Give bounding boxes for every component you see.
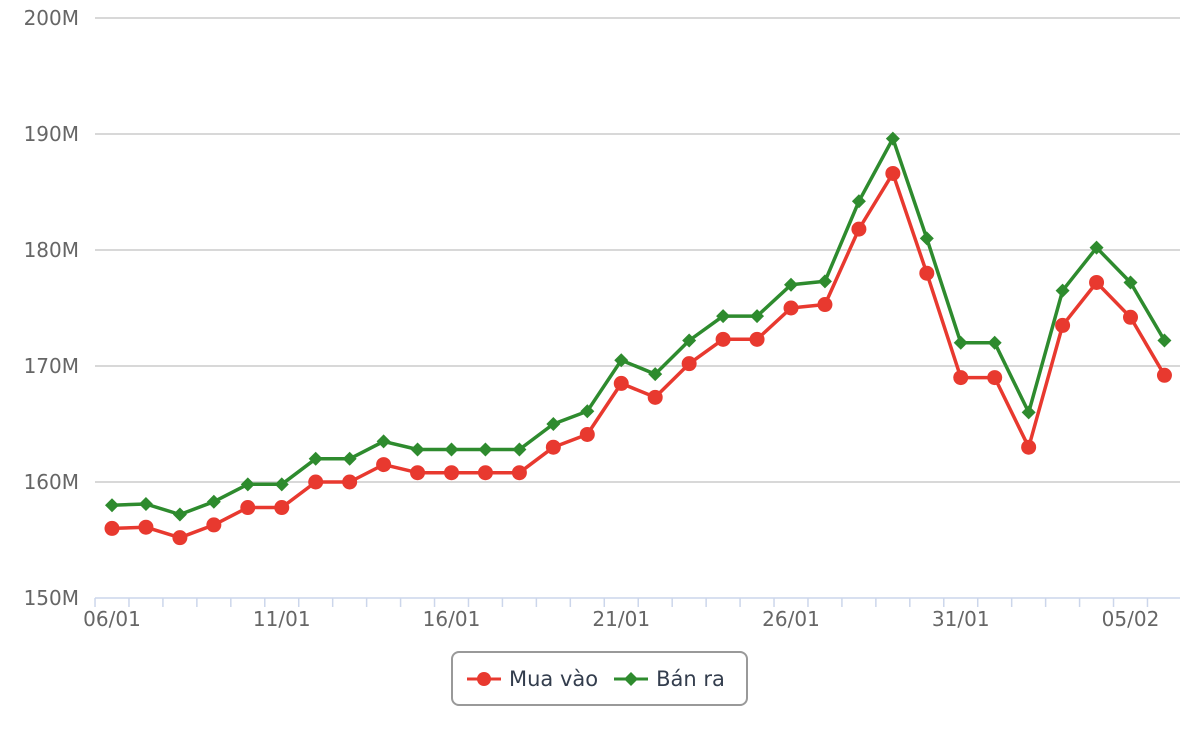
data-point: [579, 426, 595, 442]
data-point: [410, 442, 425, 457]
data-point: [784, 277, 798, 292]
data-point: [1055, 283, 1070, 298]
series-2: [105, 131, 1172, 522]
data-point: [1156, 367, 1172, 383]
x-tick-label: 21/01: [592, 607, 650, 631]
data-point: [376, 434, 391, 449]
data-point: [851, 194, 866, 209]
series-group: [104, 131, 1172, 546]
data-point: [240, 500, 256, 516]
data-point: [546, 417, 561, 431]
data-point: [580, 404, 595, 419]
data-point: [716, 309, 731, 324]
data-point: [512, 442, 527, 457]
y-tick-label: 160M: [24, 470, 79, 494]
data-point: [851, 221, 867, 237]
x-tick-label: 11/01: [253, 607, 311, 631]
data-point: [953, 370, 969, 386]
data-point: [682, 333, 697, 348]
series-1: [104, 165, 1172, 546]
data-point: [1123, 309, 1138, 325]
data-point: [478, 442, 493, 457]
data-point: [750, 309, 765, 324]
legend: Mua vào Bán ra: [451, 651, 748, 706]
y-tick-label: 180M: [24, 238, 79, 262]
data-point: [681, 356, 697, 372]
data-point: [614, 353, 629, 368]
circle-marker-icon: [467, 671, 501, 686]
data-point: [308, 451, 323, 466]
data-point: [105, 498, 119, 513]
data-point: [477, 465, 493, 481]
data-point: [376, 457, 392, 473]
legend-item-series-1[interactable]: Mua vào: [467, 667, 598, 691]
data-point: [987, 370, 1003, 386]
data-point: [613, 375, 629, 391]
data-point: [953, 335, 968, 350]
data-point: [715, 331, 731, 347]
data-point: [444, 442, 459, 457]
x-axis: 06/01 11/01 16/01 21/01 26/01 31/01 05/02: [83, 597, 1180, 631]
data-point: [749, 331, 765, 347]
y-tick-label: 150M: [24, 586, 79, 610]
data-point: [342, 451, 357, 466]
data-point: [1089, 240, 1104, 255]
y-axis: 150M 160M 170M 180M 190M 200M: [24, 6, 79, 610]
data-point: [545, 439, 561, 455]
data-point: [308, 474, 324, 490]
data-point: [1089, 274, 1105, 290]
data-point: [817, 297, 833, 313]
legend-label: Mua vào: [509, 666, 599, 691]
data-point: [648, 367, 663, 382]
legend-item-series-2[interactable]: Bán ra: [614, 667, 725, 691]
data-point: [1055, 317, 1071, 333]
data-point: [274, 477, 289, 492]
y-tick-label: 200M: [24, 6, 79, 30]
data-point: [206, 517, 222, 533]
x-tick-label: 05/02: [1102, 607, 1160, 631]
data-point: [987, 335, 1002, 350]
x-tick-label: 26/01: [762, 607, 820, 631]
data-point: [1123, 275, 1138, 290]
y-tick-label: 170M: [24, 354, 79, 378]
data-point: [783, 300, 799, 316]
data-point: [1021, 405, 1036, 420]
data-point: [410, 465, 426, 481]
diamond-marker-icon: [614, 671, 649, 686]
data-point: [919, 265, 935, 281]
data-point: [172, 507, 187, 522]
data-point: [206, 494, 221, 509]
data-point: [138, 519, 154, 535]
y-tick-label: 190M: [24, 122, 79, 146]
data-point: [817, 274, 832, 289]
x-tick-label: 16/01: [423, 607, 481, 631]
data-point: [885, 165, 901, 181]
data-point: [274, 500, 290, 516]
data-point: [1157, 333, 1172, 348]
data-point: [240, 477, 255, 492]
data-point: [342, 474, 358, 490]
x-tick-label: 31/01: [932, 607, 990, 631]
legend-label: Bán ra: [656, 666, 725, 691]
x-tick-label: 06/01: [83, 607, 141, 631]
data-point: [104, 520, 120, 536]
data-point: [444, 465, 459, 481]
data-point: [172, 530, 188, 546]
grid-lines: [95, 17, 1180, 483]
data-point: [647, 389, 663, 405]
data-point: [885, 131, 900, 146]
series-line: [111, 136, 1167, 517]
data-point: [1021, 439, 1037, 455]
data-point: [919, 231, 934, 246]
data-point: [511, 465, 527, 481]
data-point: [138, 497, 153, 512]
